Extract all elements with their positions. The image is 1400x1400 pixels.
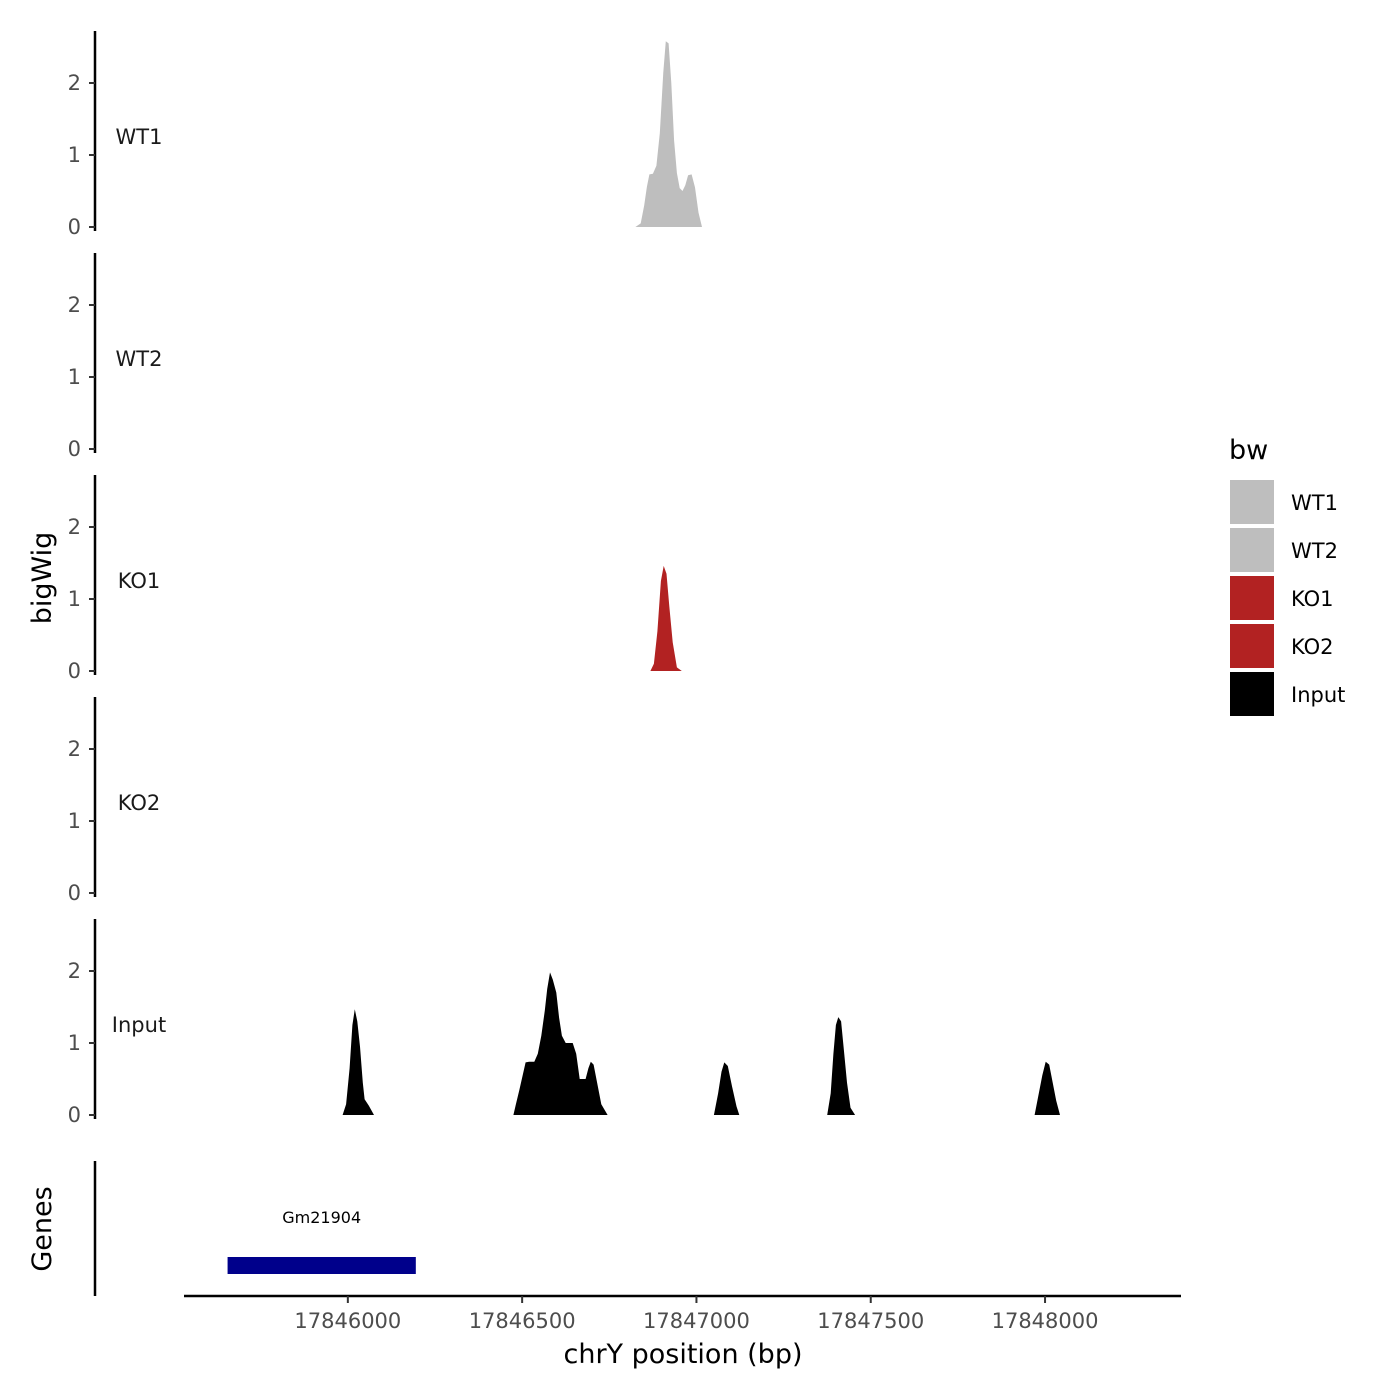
- legend-key-input: [1230, 672, 1274, 716]
- legend-label: WT1: [1291, 491, 1338, 515]
- track-label: Input: [112, 1013, 166, 1037]
- coverage-area-input: [342, 972, 1061, 1115]
- legend-label: KO2: [1291, 635, 1334, 659]
- y-tick-label: 1: [68, 365, 81, 389]
- x-tick-label: 17846500: [469, 1309, 576, 1333]
- x-tick-label: 17846000: [294, 1309, 401, 1333]
- legend-label: Input: [1291, 683, 1345, 707]
- gene-track: Gm21904: [93, 1161, 416, 1296]
- x-axis-title: chrY position (bp): [563, 1339, 802, 1370]
- y-tick-label: 0: [68, 437, 81, 461]
- y-tick-label: 1: [68, 1031, 81, 1055]
- x-tick-label: 17848000: [992, 1309, 1099, 1333]
- panel-input: 0 1 2 Input: [68, 919, 1061, 1127]
- track-label: KO1: [118, 569, 161, 593]
- track-label: WT2: [116, 347, 163, 371]
- coverage-area-ko1: [650, 565, 682, 671]
- panel-wt2: 0 1 2 WT2: [68, 253, 163, 461]
- gene-label: Gm21904: [282, 1208, 361, 1227]
- panel-ko1: 0 1 2 KO1: [68, 475, 682, 683]
- x-tick-label: 17847500: [817, 1309, 924, 1333]
- legend-title: bw: [1229, 435, 1268, 466]
- panel-wt1: 0 1 2 WT1: [68, 31, 702, 239]
- track-label: WT1: [116, 125, 163, 149]
- legend-label: KO1: [1291, 587, 1334, 611]
- legend-key-wt1: [1230, 480, 1274, 524]
- panel-ko2: 0 1 2 KO2: [68, 697, 161, 905]
- genes-axis-title: Genes: [27, 1186, 58, 1271]
- y-tick-label: 1: [68, 587, 81, 611]
- y-tick-label: 2: [68, 737, 81, 761]
- legend: bw WT1 WT2 KO1 KO2 Input: [1229, 435, 1345, 716]
- track-panels: 0 1 2 WT1 0 1 2 WT2 0 1 2 KO1 0 1 2 KO2 0 1 2 Input: [68, 31, 1061, 1127]
- y-tick-label: 2: [68, 515, 81, 539]
- y-tick-label: 1: [68, 143, 81, 167]
- y-tick-label: 2: [68, 293, 81, 317]
- y-tick-label: 0: [68, 1103, 81, 1127]
- legend-key-ko1: [1230, 576, 1274, 620]
- track-label: KO2: [118, 791, 161, 815]
- y-tick-label: 1: [68, 809, 81, 833]
- y-tick-label: 0: [68, 881, 81, 905]
- y-tick-label: 0: [68, 659, 81, 683]
- coverage-area-wt1: [635, 41, 702, 228]
- x-axis: 17846000 17846500 17847000 17847500 17848000: [184, 1294, 1181, 1333]
- y-tick-label: 2: [68, 959, 81, 983]
- legend-key-ko2: [1230, 624, 1274, 668]
- legend-label: WT2: [1291, 539, 1338, 563]
- x-tick-label: 17847000: [643, 1309, 750, 1333]
- y-tick-label: 0: [68, 215, 81, 239]
- legend-key-wt2: [1230, 528, 1274, 572]
- gene-body: [227, 1257, 416, 1274]
- y-tick-label: 2: [68, 71, 81, 95]
- y-axis-title: bigWig: [27, 532, 58, 625]
